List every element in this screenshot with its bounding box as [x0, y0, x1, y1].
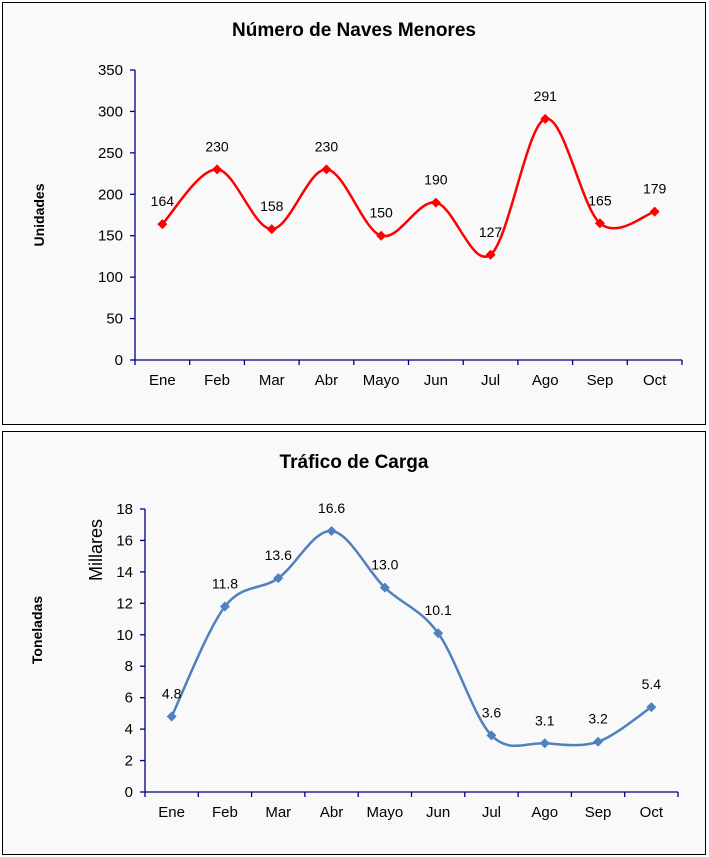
data-point-marker: [212, 164, 223, 175]
y-tick-label: 0: [115, 352, 123, 369]
data-point-marker: [594, 218, 605, 229]
data-label: 165: [588, 192, 612, 208]
data-point-marker: [166, 711, 177, 722]
y-tick-label: 350: [98, 62, 123, 79]
y-tick-label: 200: [98, 186, 123, 203]
y-tick-label: 4: [125, 721, 133, 738]
x-tick-label: Abr: [315, 372, 338, 389]
x-tick-label: Jun: [426, 804, 450, 821]
chart-title: Tráfico de Carga: [280, 452, 429, 473]
data-label: 13.6: [265, 547, 292, 563]
y-axis-title: Toneladas: [29, 596, 45, 664]
data-label: 291: [534, 88, 558, 104]
data-point-marker: [266, 224, 277, 235]
x-tick-label: Oct: [640, 804, 664, 821]
y-tick-label: 2: [125, 753, 133, 770]
data-point-marker: [646, 702, 657, 713]
data-label: 3.1: [535, 712, 555, 728]
data-label: 179: [643, 181, 667, 197]
y-axis-unit-label: Millares: [86, 519, 106, 581]
series-line: [170, 529, 653, 748]
data-label: 16.6: [318, 500, 345, 516]
data-label: 190: [424, 172, 448, 188]
x-tick-label: Jun: [424, 372, 448, 389]
data-point-marker: [593, 736, 604, 747]
data-label: 158: [260, 198, 284, 214]
chart-naves-menores-panel: [2, 2, 706, 425]
data-point-marker: [540, 113, 551, 124]
data-point-marker: [326, 526, 337, 537]
y-tick-label: 150: [98, 228, 123, 245]
data-label: 127: [479, 224, 503, 240]
y-tick-label: 10: [116, 627, 133, 644]
y-tick-label: 18: [116, 501, 133, 518]
x-tick-label: Sep: [587, 372, 614, 389]
data-point-marker: [539, 738, 550, 749]
y-tick-label: 16: [116, 532, 133, 549]
data-label: 10.1: [425, 602, 452, 618]
data-label: 4.8: [162, 686, 182, 702]
x-tick-label: Feb: [212, 804, 238, 821]
x-tick-label: Ene: [158, 804, 185, 821]
data-point-marker: [273, 573, 284, 584]
x-tick-label: Ago: [532, 372, 559, 389]
data-label: 3.2: [588, 711, 608, 727]
series-line: [161, 117, 656, 258]
data-point-marker: [376, 230, 387, 241]
data-point-marker: [433, 628, 444, 639]
data-point-marker: [486, 730, 497, 741]
data-label: 230: [315, 138, 339, 154]
x-tick-label: Mar: [265, 804, 291, 821]
y-tick-label: 8: [125, 658, 133, 675]
data-label: 230: [205, 138, 229, 154]
x-tick-label: Mayo: [367, 804, 404, 821]
x-tick-label: Oct: [643, 372, 667, 389]
x-tick-label: Mayo: [363, 372, 400, 389]
data-point-marker: [649, 206, 660, 217]
chart-title: Número de Naves Menores: [232, 20, 476, 41]
x-tick-label: Sep: [585, 804, 612, 821]
data-label: 164: [151, 193, 175, 209]
data-point-marker: [157, 219, 168, 230]
y-tick-label: 50: [106, 311, 123, 328]
data-point-marker: [219, 601, 230, 612]
x-tick-label: Jul: [482, 804, 501, 821]
data-point-marker: [430, 197, 441, 208]
y-tick-label: 250: [98, 145, 123, 162]
y-tick-label: 100: [98, 269, 123, 286]
y-tick-label: 12: [116, 595, 133, 612]
data-point-marker: [321, 164, 332, 175]
data-label: 150: [369, 205, 393, 221]
y-tick-label: 0: [125, 784, 133, 801]
data-label: 13.0: [371, 557, 398, 573]
x-tick-label: Ene: [149, 372, 176, 389]
y-tick-label: 14: [116, 564, 133, 581]
y-tick-label: 300: [98, 103, 123, 120]
chart-trafico-carga-panel: [2, 431, 706, 855]
data-point-marker: [379, 582, 390, 593]
x-tick-label: Mar: [259, 372, 285, 389]
data-label: 11.8: [212, 575, 238, 591]
x-tick-label: Feb: [204, 372, 230, 389]
x-tick-label: Abr: [320, 804, 343, 821]
data-label: 5.4: [642, 676, 662, 692]
y-tick-label: 6: [125, 690, 133, 707]
y-axis-title: Unidades: [31, 183, 47, 246]
x-tick-label: Ago: [531, 804, 558, 821]
x-tick-label: Jul: [481, 372, 500, 389]
data-point-marker: [485, 249, 496, 260]
data-label: 3.6: [482, 704, 502, 720]
